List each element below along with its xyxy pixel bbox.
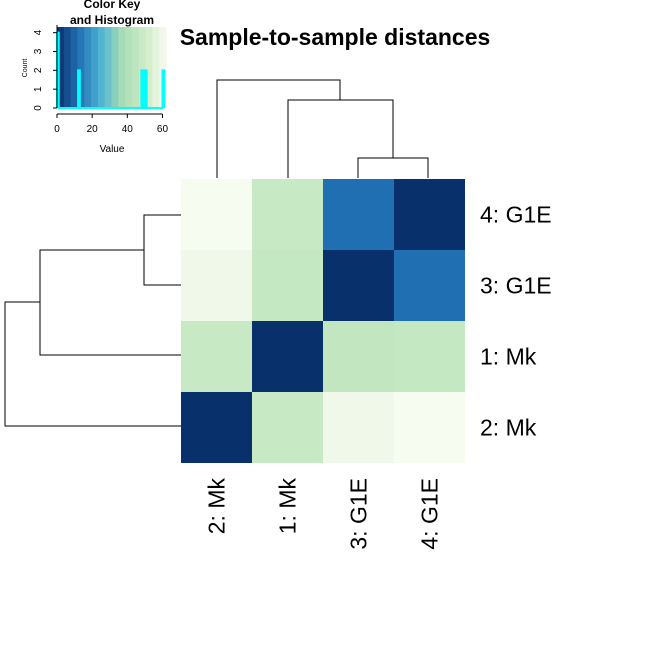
color-key-subtitle: and Histogram — [70, 13, 154, 27]
key-x-tick-label: 0 — [54, 124, 60, 135]
color-key-band — [145, 27, 153, 108]
key-y-tick-label: 4 — [33, 29, 44, 35]
column-label: 2: Mk — [204, 478, 230, 535]
row-label: 1: Mk — [480, 344, 537, 370]
color-key-band — [125, 27, 133, 108]
heatmap-cell — [252, 179, 323, 250]
column-labels: 2: Mk 1: Mk 3: G1E 4: G1E — [204, 478, 443, 550]
color-key-band — [77, 27, 85, 108]
heatmap-cell — [181, 179, 252, 250]
color-key-band — [91, 27, 99, 108]
heatmap-cell — [394, 392, 465, 463]
column-label: 1: Mk — [275, 478, 301, 535]
heatmap-cell — [252, 250, 323, 321]
key-x-tick-label: 40 — [122, 124, 134, 135]
heatmap-cells — [181, 179, 465, 463]
heatmap-cell — [252, 392, 323, 463]
color-key-band — [131, 27, 140, 108]
heatmap-cell — [181, 250, 252, 321]
color-key-band — [138, 27, 147, 108]
color-key-gradient — [57, 27, 167, 108]
key-y-tick-label: 0 — [33, 105, 44, 111]
color-key-xlabel: Value — [100, 144, 125, 155]
key-y-tick-label: 3 — [33, 48, 44, 54]
row-labels: 4: G1E 3: G1E 1: Mk 2: Mk — [480, 202, 552, 441]
key-x-tick-label: 20 — [87, 124, 99, 135]
row-label: 2: Mk — [480, 415, 537, 441]
heatmap-cell — [394, 250, 465, 321]
heatmap-cell — [394, 179, 465, 250]
color-key-band — [97, 27, 106, 108]
color-key-band — [84, 27, 92, 108]
color-key-band — [111, 27, 119, 108]
heatmap-cell — [323, 321, 394, 392]
color-key-band — [57, 27, 65, 108]
column-label: 4: G1E — [417, 478, 443, 550]
color-key-title: Color Key — [84, 0, 141, 11]
heatmap-cell — [323, 250, 394, 321]
key-y-tick-label: 1 — [33, 86, 44, 92]
key-x-tick-label: 60 — [157, 124, 169, 135]
heatmap-cell — [394, 321, 465, 392]
heatmap-cell — [323, 179, 394, 250]
row-dendrogram — [4, 214, 181, 427]
color-key-band — [70, 27, 78, 108]
key-y-tick-label: 2 — [33, 67, 44, 73]
row-label: 3: G1E — [480, 273, 552, 299]
color-key: 0 20 40 60 0 1 2 3 4 Color Key and Histogram Val… — [22, 0, 168, 155]
color-key-band — [118, 27, 126, 108]
heatmap-cell — [181, 392, 252, 463]
color-key-band — [104, 27, 112, 108]
color-key-band — [63, 27, 72, 108]
chart-title: Sample-to-sample distances — [180, 24, 491, 50]
column-dendrogram — [216, 79, 429, 178]
heatmap-cell — [323, 392, 394, 463]
color-key-ylabel: Count — [22, 59, 29, 78]
color-key-axes: 0 20 40 60 0 1 2 3 4 — [33, 25, 168, 135]
row-label: 4: G1E — [480, 202, 552, 228]
heatmap-cell — [252, 321, 323, 392]
column-label: 3: G1E — [346, 478, 372, 550]
color-key-histogram — [56, 31, 166, 109]
color-key-band — [159, 27, 167, 108]
heatmap-cell — [181, 321, 252, 392]
color-key-band — [152, 27, 160, 108]
